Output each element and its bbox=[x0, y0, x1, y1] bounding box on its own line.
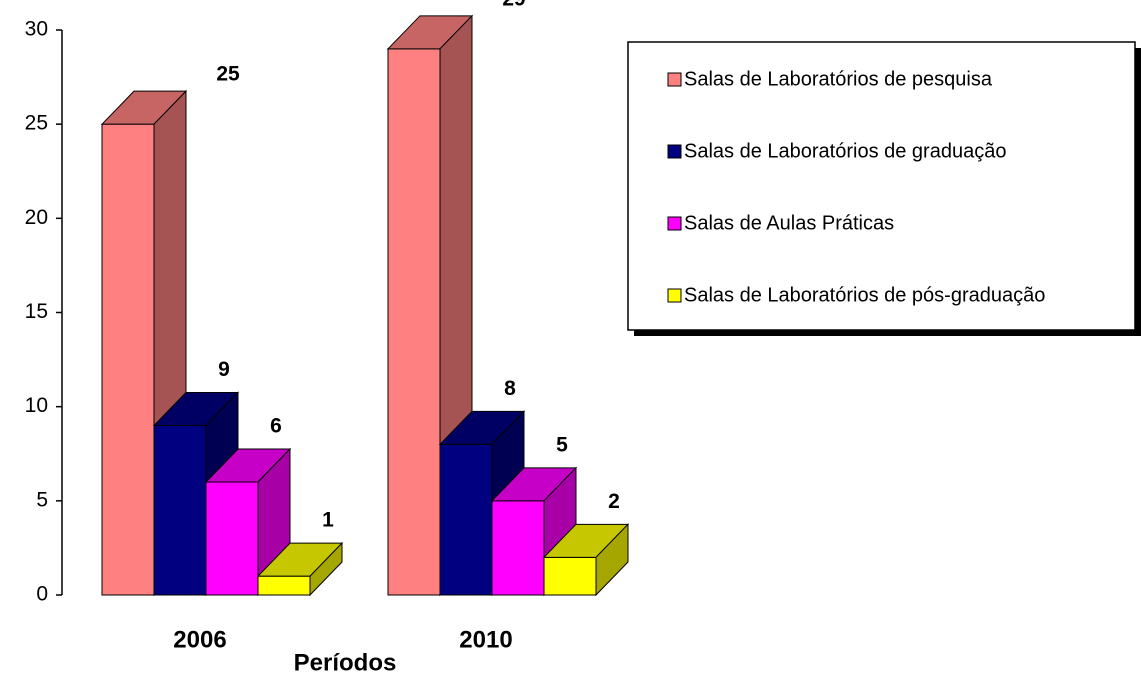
value-label: 25 bbox=[216, 63, 240, 86]
value-label: 1 bbox=[322, 509, 334, 532]
bar bbox=[205, 481, 259, 596]
bar bbox=[543, 556, 597, 596]
legend-swatch bbox=[667, 288, 682, 303]
y-tick-label: 20 bbox=[25, 206, 48, 229]
y-tick-label: 10 bbox=[25, 394, 48, 417]
y-tick-label: 5 bbox=[36, 488, 48, 511]
value-label: 9 bbox=[218, 358, 230, 381]
legend bbox=[627, 41, 1136, 331]
y-tick-label: 15 bbox=[25, 300, 48, 323]
value-label: 5 bbox=[556, 433, 568, 456]
value-label: 29 bbox=[502, 0, 525, 10]
legend-label: Salas de Aulas Práticas bbox=[684, 212, 894, 234]
legend-label: Salas de Laboratórios de pós-graduação bbox=[684, 284, 1045, 306]
bar bbox=[439, 443, 493, 596]
x-axis-title: Períodos bbox=[294, 649, 397, 676]
value-label: 8 bbox=[504, 377, 516, 400]
legend-swatch bbox=[667, 72, 682, 87]
bar bbox=[101, 123, 155, 596]
bar bbox=[257, 575, 311, 596]
legend-label: Salas de Laboratórios de graduação bbox=[684, 140, 1006, 162]
y-tick-label: 25 bbox=[25, 112, 48, 135]
value-label: 6 bbox=[270, 415, 282, 438]
value-label: 2 bbox=[608, 490, 620, 513]
bar-side bbox=[595, 523, 629, 597]
y-tick-label: 0 bbox=[36, 583, 48, 606]
legend-label: Salas de Laboratórios de pesquisa bbox=[684, 68, 993, 90]
x-tick-label: 2010 bbox=[459, 626, 512, 653]
bar bbox=[387, 48, 441, 596]
y-tick-label: 30 bbox=[25, 18, 48, 41]
bar-side bbox=[309, 541, 343, 597]
bar bbox=[153, 425, 207, 596]
bar bbox=[491, 500, 545, 596]
legend-swatch bbox=[667, 144, 682, 159]
x-tick-label: 2006 bbox=[173, 626, 226, 653]
legend-swatch bbox=[667, 216, 682, 231]
